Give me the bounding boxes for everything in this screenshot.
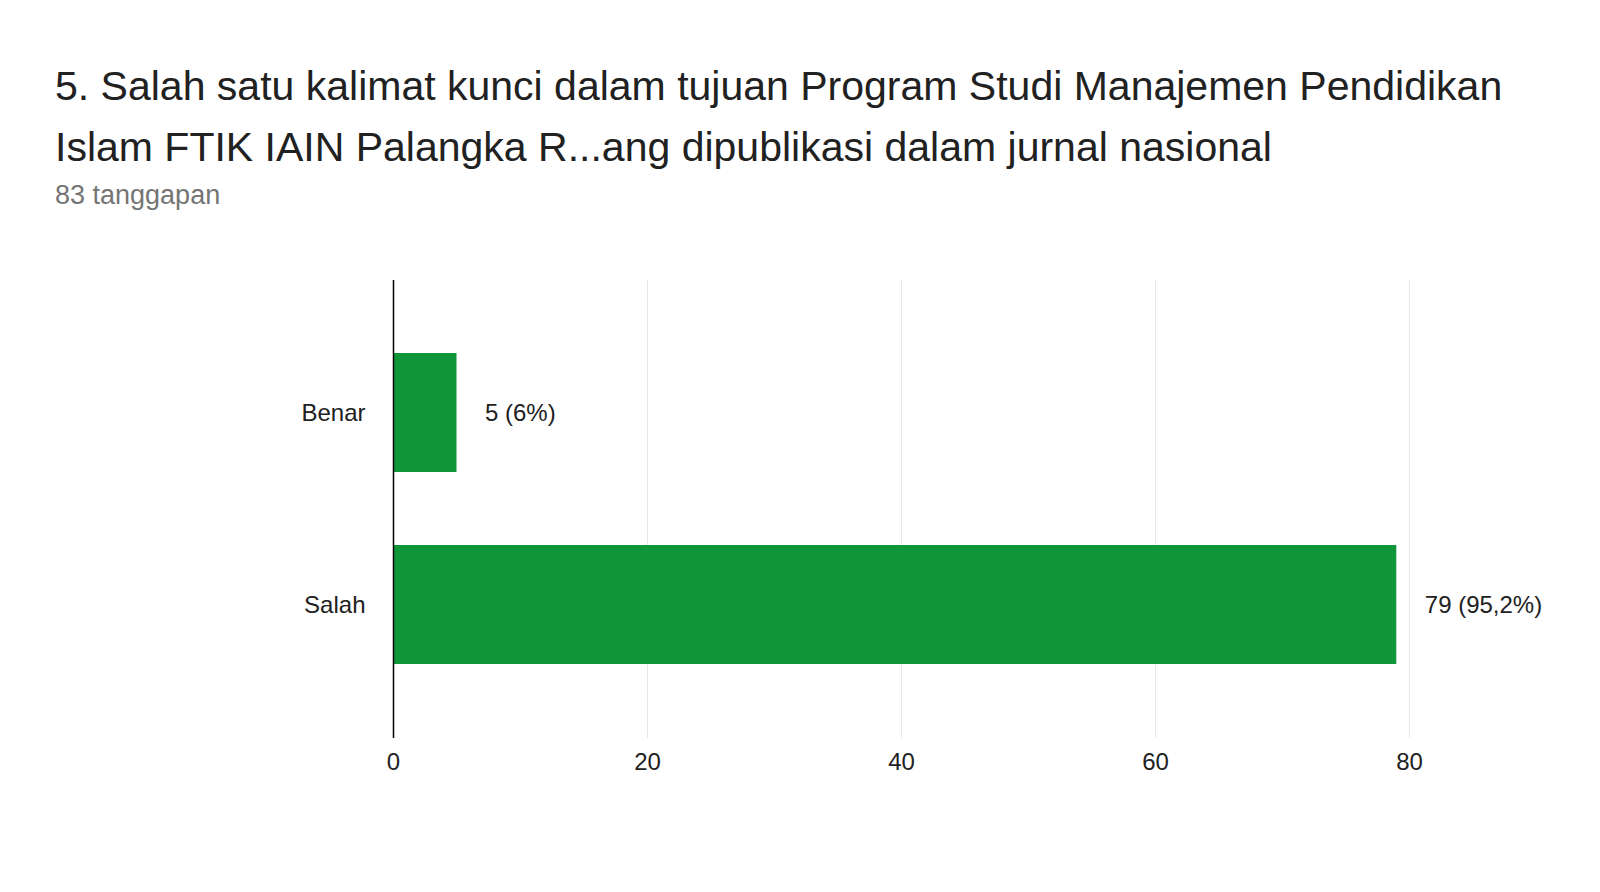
svg-text:0: 0 [387,748,400,775]
svg-text:Salah: Salah [304,591,365,618]
svg-text:Benar: Benar [301,399,365,426]
svg-text:20: 20 [634,748,661,775]
svg-text:79 (95,2%): 79 (95,2%) [1425,591,1542,618]
html-text:83 tanggapan: 83 tanggapan [55,180,221,210]
svg-text:5 (6%): 5 (6%) [485,399,556,426]
html-text:5. Salah satu kalimat kunci da: 5. Salah satu kalimat kunci dalam tujuan… [55,63,1503,170]
svg-text:80: 80 [1396,748,1423,775]
svg-text:60: 60 [1142,748,1169,775]
svg-text:40: 40 [888,748,915,775]
